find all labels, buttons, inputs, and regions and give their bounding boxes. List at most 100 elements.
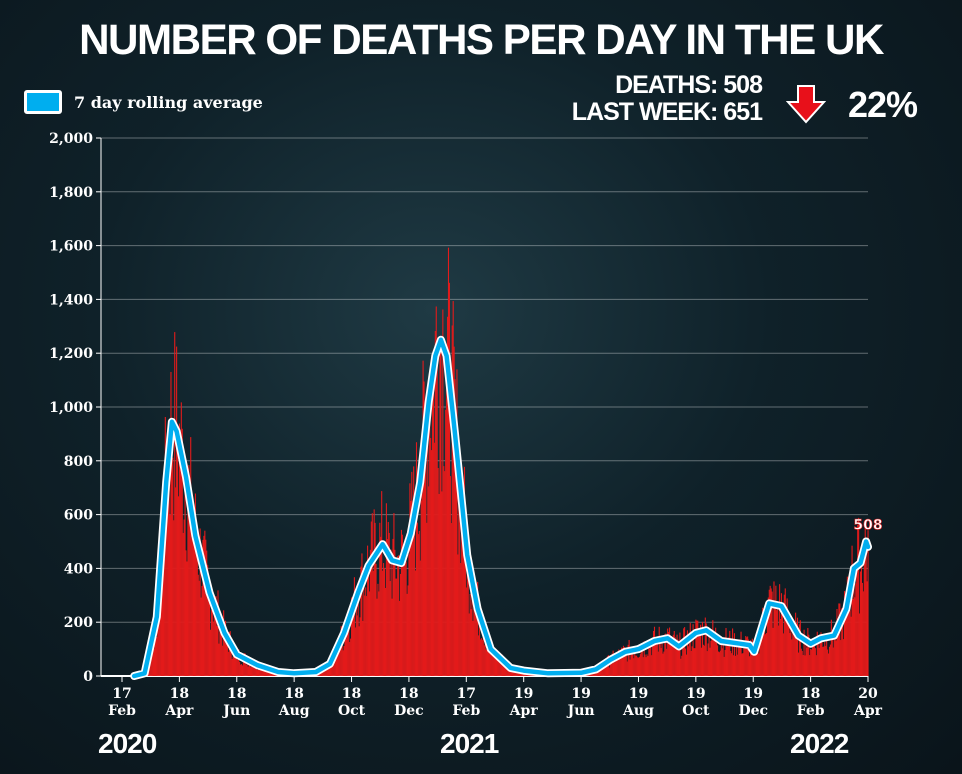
daily-bar [335,649,337,676]
daily-bar [817,640,819,676]
daily-bar [715,627,717,676]
daily-bar [654,643,656,676]
y-tick-label: 1,000 [49,400,93,416]
daily-bar [385,503,387,676]
x-tick-month: Feb [797,703,825,719]
daily-bar [411,471,413,676]
daily-bar [351,597,353,676]
daily-bar [363,574,365,676]
daily-bar [632,653,634,676]
x-tick-day: 19 [686,686,705,702]
daily-bar [228,632,230,676]
x-tick-month: Oct [338,703,366,719]
daily-bar [738,639,740,676]
daily-bar [491,640,493,676]
daily-bar [688,632,690,676]
daily-bar [374,522,376,676]
daily-bar [598,669,600,676]
daily-bar [777,600,779,676]
daily-bar [391,598,393,676]
daily-bar [700,647,703,676]
daily-bar [789,633,791,676]
daily-bar [336,638,339,676]
daily-bar [255,668,257,676]
daily-bar [677,639,679,676]
daily-bar [503,661,505,676]
daily-bar [737,641,739,676]
daily-bar [207,564,209,676]
y-tick-label: 1,600 [49,239,93,255]
daily-bar [643,641,645,676]
daily-bar [458,506,460,676]
daily-bar [235,649,237,676]
daily-bar [867,530,869,676]
daily-bar [373,509,375,676]
daily-bar [245,664,247,676]
daily-bar [810,649,812,676]
stats: DEATHS: 508 LAST WEEK: 651 [572,72,763,126]
daily-bar [832,647,834,676]
daily-bar [208,577,210,676]
daily-bar [431,450,433,676]
daily-bar [764,629,766,676]
daily-bar [467,538,469,676]
daily-bar [834,624,836,676]
daily-bar [655,640,657,676]
daily-bar [718,652,720,676]
daily-bar [479,639,482,676]
daily-bar [644,654,646,676]
daily-bar [821,636,823,676]
daily-bar [320,670,323,676]
daily-bar [683,628,685,676]
daily-bar [746,637,748,676]
rolling-average-outline [130,335,872,680]
daily-bar [809,655,811,676]
daily-bar [360,566,362,676]
daily-bar [497,660,499,676]
daily-bar [793,631,795,676]
daily-bar [735,645,737,676]
daily-bar [321,670,323,676]
daily-bar [371,513,373,676]
daily-bar [393,513,395,676]
daily-bar [401,534,403,676]
daily-bar [196,550,198,676]
x-tick-month: Aug [278,703,310,719]
daily-bar [369,549,371,676]
daily-bar [261,666,263,676]
daily-bar [743,643,745,676]
daily-bar [410,500,412,676]
daily-bar [748,639,750,676]
daily-bar [337,654,339,676]
daily-bar [433,442,435,676]
daily-bar [653,626,656,676]
daily-bar [449,476,451,676]
daily-bar [341,634,343,676]
daily-bar [438,493,440,676]
daily-bar [855,583,857,676]
daily-bar [489,647,491,676]
daily-bar [689,622,691,676]
daily-bar [660,647,662,676]
daily-bar [627,644,629,676]
y-tick-label: 2,000 [49,131,93,147]
daily-bar [244,653,246,676]
daily-bar [160,571,162,676]
daily-bar [749,640,752,676]
daily-bar [835,640,837,676]
daily-bar [257,664,260,676]
daily-bar [174,332,176,676]
daily-bar [812,640,815,676]
daily-bar [440,352,442,676]
daily-bar [856,564,858,676]
daily-bar [151,638,153,676]
daily-bar [211,609,213,676]
daily-bar [389,581,391,676]
daily-bar [444,471,446,676]
daily-bar [614,662,616,676]
daily-bar [218,643,220,676]
daily-bar [156,637,158,676]
daily-bar [210,610,212,676]
daily-bar [326,665,328,676]
daily-bar [649,648,651,676]
